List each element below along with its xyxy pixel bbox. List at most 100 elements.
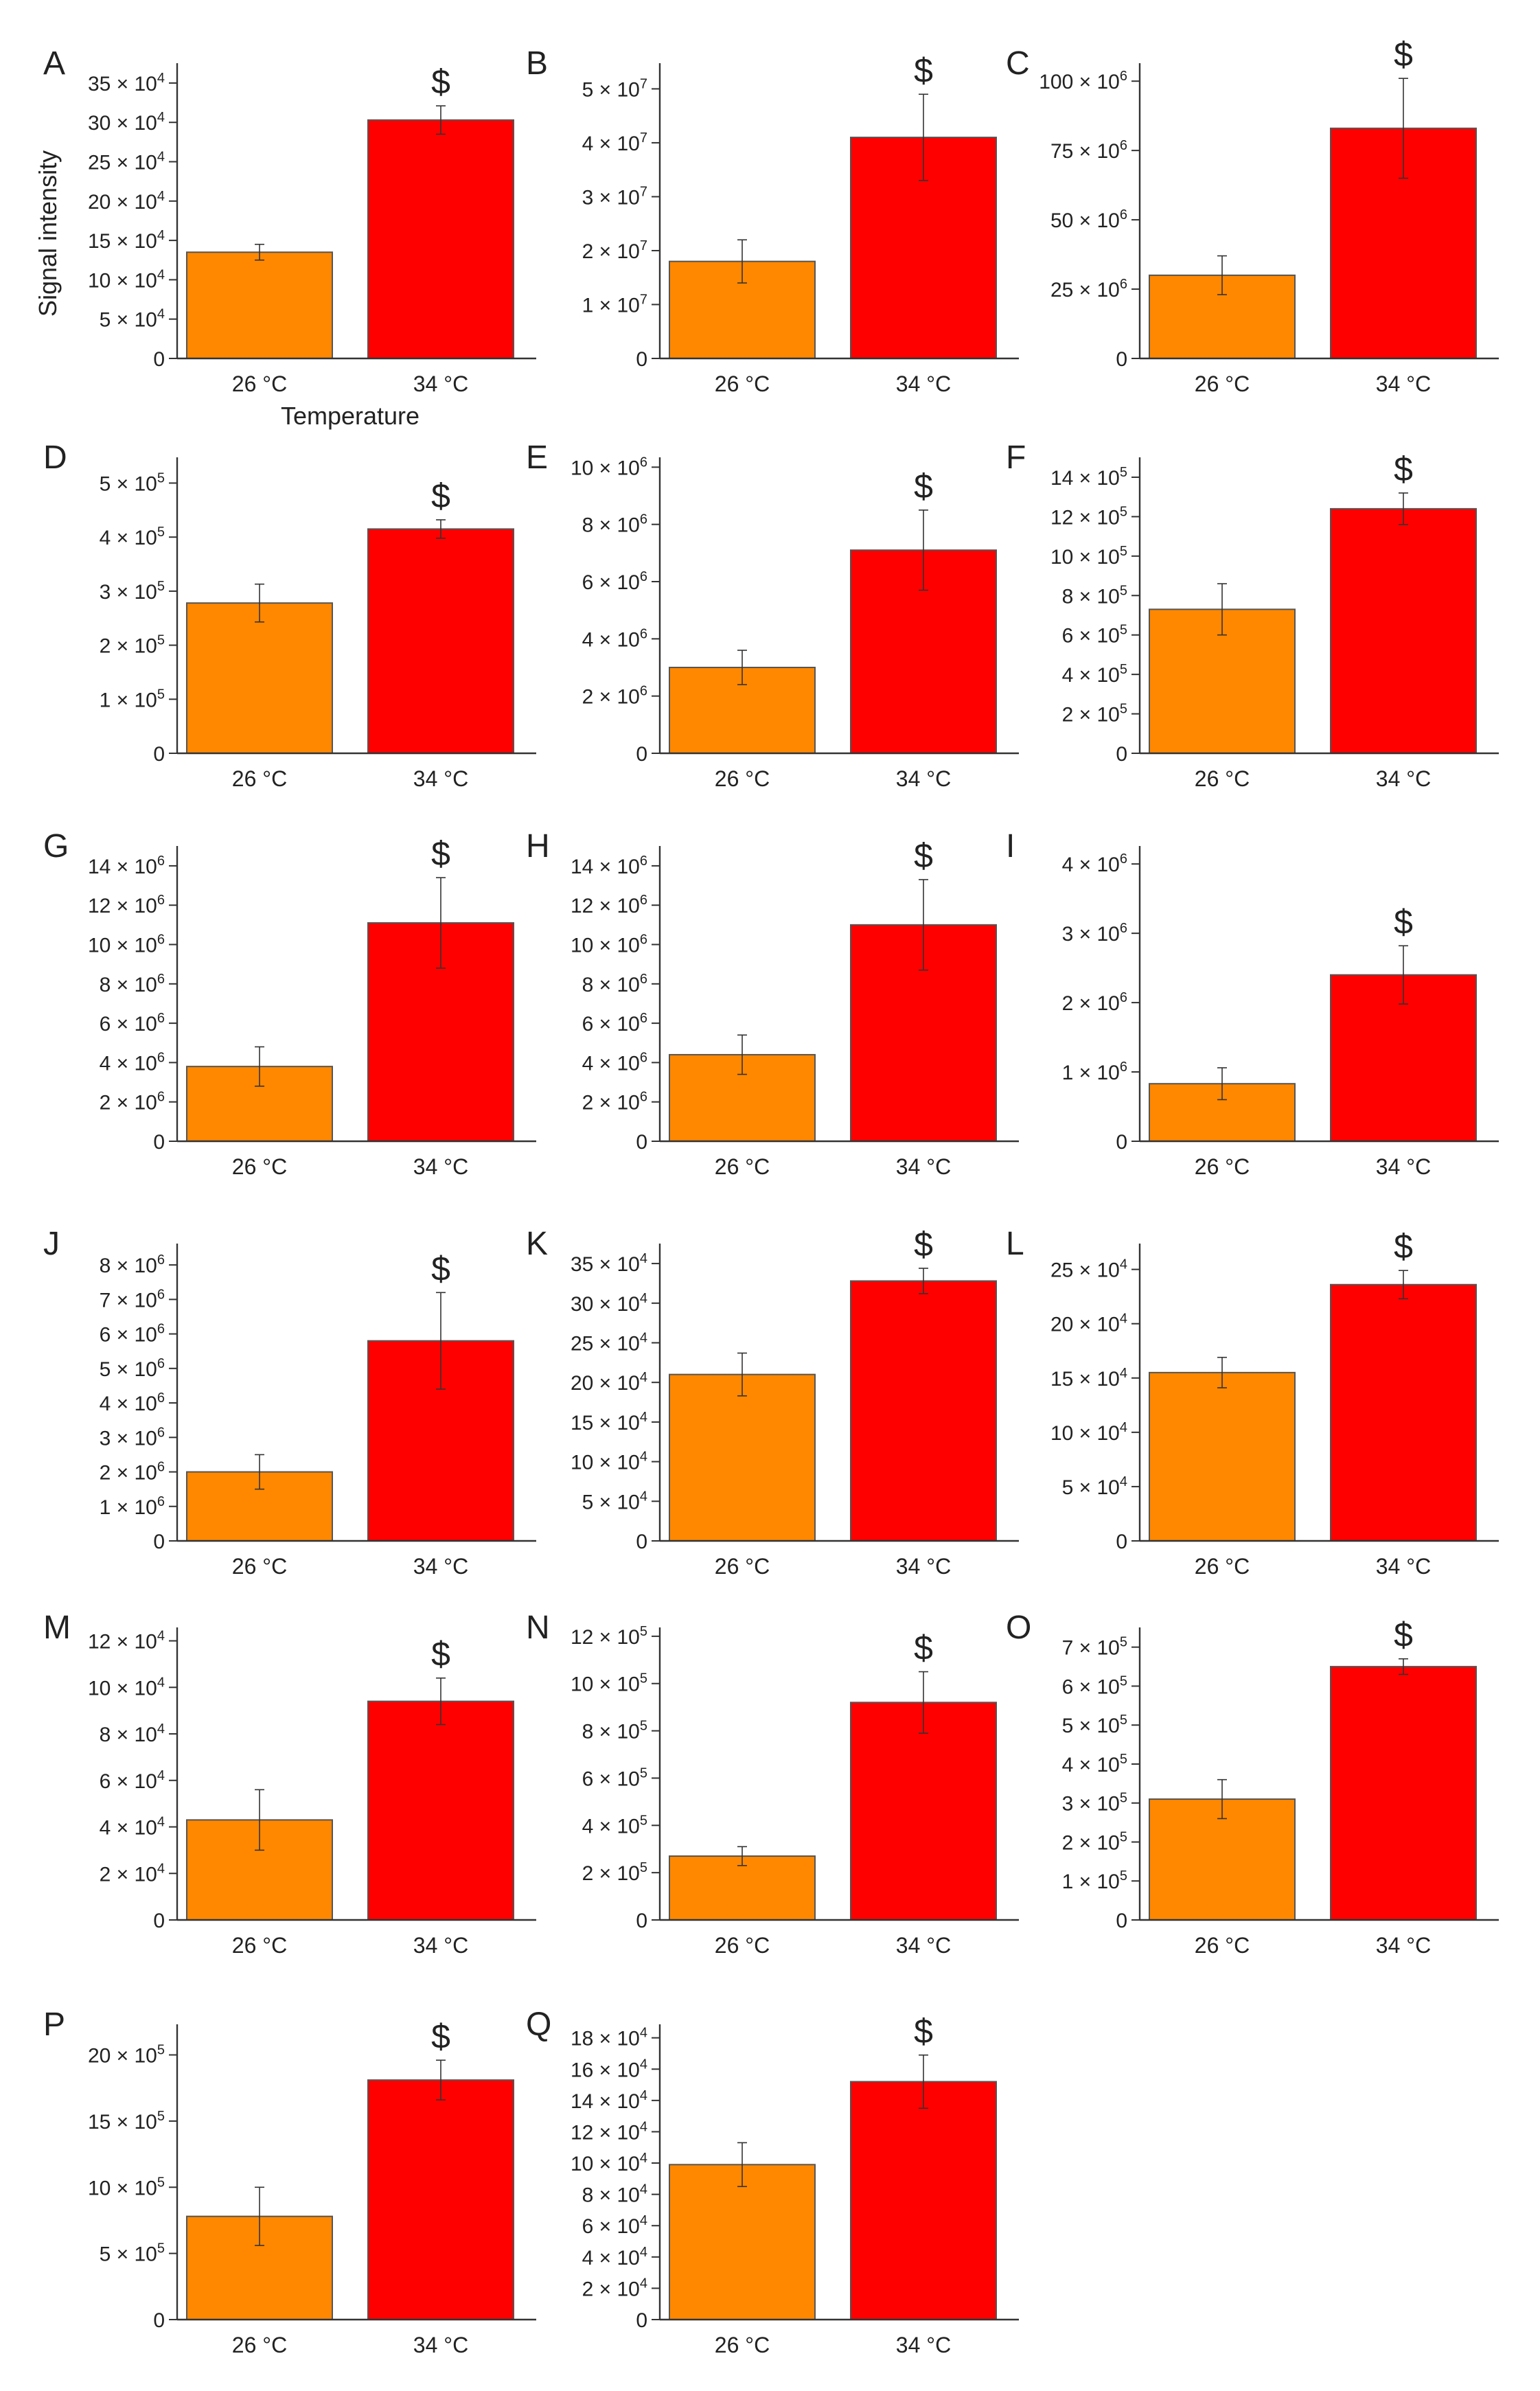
y-tick-label-O-5: 5 × 105 bbox=[1062, 1713, 1127, 1737]
y-tick-label-O-3: 3 × 105 bbox=[1062, 1791, 1127, 1816]
y-tick-label-E-2: 2 × 106 bbox=[582, 684, 647, 709]
panel-label-G: G bbox=[43, 828, 69, 865]
y-tick-label-Q-14: 14 × 104 bbox=[571, 2088, 647, 2113]
y-tick-label-P-0: 0 bbox=[153, 2309, 165, 2332]
y-tick-label-I-0: 0 bbox=[1116, 1131, 1127, 1154]
y-tick-label-L-0: 0 bbox=[1116, 1531, 1127, 1553]
significance-marker-M: $ bbox=[431, 1635, 450, 1673]
y-tick-label-Q-8: 8 × 104 bbox=[582, 2182, 647, 2207]
y-tick-label-Q-6: 6 × 104 bbox=[582, 2213, 647, 2238]
y-tick-label-J-8: 8 × 106 bbox=[100, 1252, 165, 1277]
y-tick-label-M-4: 4 × 104 bbox=[100, 1815, 165, 1840]
significance-marker-H: $ bbox=[914, 836, 933, 875]
y-tick-label-B-1: 1 × 107 bbox=[582, 292, 647, 317]
category-label-E-34c: 34 °C bbox=[896, 766, 951, 791]
y-tick-label-I-3: 3 × 106 bbox=[1062, 921, 1127, 946]
significance-marker-C: $ bbox=[1394, 35, 1413, 73]
y-tick-label-Q-12: 12 × 104 bbox=[571, 2119, 647, 2144]
y-tick-label-H-6: 6 × 106 bbox=[582, 1011, 647, 1036]
y-tick-label-G-12: 12 × 106 bbox=[88, 893, 165, 917]
y-tick-label-F-8: 8 × 105 bbox=[1062, 583, 1127, 608]
y-tick-label-G-8: 8 × 106 bbox=[100, 972, 165, 996]
category-label-N-34c: 34 °C bbox=[896, 1933, 951, 1958]
y-tick-label-J-6: 6 × 106 bbox=[100, 1322, 165, 1347]
significance-marker-J: $ bbox=[431, 1249, 450, 1288]
bar-K-26c bbox=[669, 1373, 816, 1542]
y-tick-label-N-10: 10 × 105 bbox=[571, 1671, 647, 1696]
significance-marker-I: $ bbox=[1394, 902, 1413, 941]
y-tick-label-P-5: 5 × 105 bbox=[100, 2241, 165, 2266]
y-tick-label-F-10: 10 × 105 bbox=[1050, 544, 1127, 569]
panel-H: H 26 °C 34 °C $0 2 × 106 4 × 106 6 × 106 8 × 10… bbox=[526, 828, 1019, 1179]
y-tick-label-K-10: 10 × 104 bbox=[571, 1450, 647, 1474]
y-tick-label-O-2: 2 × 105 bbox=[1062, 1829, 1127, 1854]
y-tick-label-O-7: 7 × 105 bbox=[1062, 1635, 1127, 1660]
y-tick-label-K-30: 30 × 104 bbox=[571, 1291, 647, 1316]
category-label-O-26c: 26 °C bbox=[1195, 1933, 1250, 1958]
y-tick-label-M-6: 6 × 104 bbox=[100, 1768, 165, 1793]
y-tick-label-F-12: 12 × 105 bbox=[1050, 504, 1127, 529]
y-tick-label-H-0: 0 bbox=[636, 1131, 647, 1154]
panel-label-N: N bbox=[526, 1610, 550, 1646]
y-tick-label-A-0: 0 bbox=[153, 348, 165, 371]
y-tick-label-F-2: 2 × 105 bbox=[1062, 702, 1127, 727]
y-tick-label-O-6: 6 × 105 bbox=[1062, 1673, 1127, 1698]
bar-F-34c bbox=[1330, 507, 1477, 755]
y-tick-label-K-15: 15 × 104 bbox=[571, 1410, 647, 1434]
category-label-K-26c: 26 °C bbox=[715, 1554, 770, 1579]
y-tick-label-A-15: 15 × 104 bbox=[88, 228, 165, 253]
panel-label-Q: Q bbox=[526, 2006, 551, 2043]
y-tick-label-M-12: 12 × 104 bbox=[88, 1629, 165, 1654]
bar-M-34c bbox=[367, 1700, 514, 1921]
category-label-A-26c: 26 °C bbox=[232, 371, 287, 396]
y-tick-label-E-4: 4 × 106 bbox=[582, 626, 647, 651]
y-tick-label-J-7: 7 × 106 bbox=[100, 1287, 165, 1312]
category-label-B-26c: 26 °C bbox=[715, 371, 770, 396]
category-label-J-26c: 26 °C bbox=[232, 1554, 287, 1579]
y-tick-label-Q-18: 18 × 104 bbox=[571, 2026, 647, 2050]
y-tick-label-C-25: 25 × 106 bbox=[1050, 277, 1127, 301]
panel-label-M: M bbox=[43, 1610, 71, 1646]
y-tick-label-E-8: 8 × 106 bbox=[582, 512, 647, 537]
y-tick-label-E-6: 6 × 106 bbox=[582, 569, 647, 594]
y-tick-label-K-35: 35 × 104 bbox=[571, 1251, 647, 1276]
bar-Q-34c bbox=[850, 2081, 997, 2320]
y-tick-label-A-10: 10 × 104 bbox=[88, 267, 165, 292]
category-label-H-34c: 34 °C bbox=[896, 1154, 951, 1179]
y-tick-label-H-2: 2 × 106 bbox=[582, 1090, 647, 1114]
y-tick-label-C-0: 0 bbox=[1116, 348, 1127, 371]
y-tick-label-M-10: 10 × 104 bbox=[88, 1675, 165, 1700]
panel-M: M 26 °C 34 °C $0 2 × 104 4 × 104 6 × 104 8 × 10… bbox=[43, 1610, 536, 1958]
panel-Q: Q 26 °C 34 °C $0 2 × 104 4 × 104 6 × 104 8 × 10… bbox=[526, 2006, 1019, 2357]
panel-label-O: O bbox=[1006, 1610, 1031, 1646]
bar-O-34c bbox=[1330, 1666, 1477, 1921]
y-tick-label-Q-4: 4 × 104 bbox=[582, 2245, 647, 2269]
y-tick-label-G-14: 14 × 106 bbox=[88, 854, 165, 878]
category-label-M-26c: 26 °C bbox=[232, 1933, 287, 1958]
category-label-K-34c: 34 °C bbox=[896, 1554, 951, 1579]
y-tick-label-A-5: 5 × 104 bbox=[100, 307, 165, 332]
category-label-N-26c: 26 °C bbox=[715, 1933, 770, 1958]
y-tick-label-A-20: 20 × 104 bbox=[88, 189, 165, 214]
y-tick-label-L-10: 10 × 104 bbox=[1050, 1420, 1127, 1445]
category-label-D-26c: 26 °C bbox=[232, 766, 287, 791]
panel-P: P 26 °C 34 °C $0 5 × 105 10 × 105 15 × 105 20 ×… bbox=[43, 2006, 536, 2357]
y-tick-label-N-8: 8 × 105 bbox=[582, 1719, 647, 1743]
category-label-O-34c: 34 °C bbox=[1376, 1933, 1431, 1958]
significance-marker-K: $ bbox=[914, 1225, 933, 1263]
panel-B: B 26 °C 34 °C $0 1 × 107 2 × 107 3 × 107 4 × 10… bbox=[526, 45, 1019, 396]
y-tick-label-J-1: 1 × 106 bbox=[100, 1494, 165, 1519]
panel-L: L 26 °C 34 °C $0 5 × 104 10 × 104 15 × 104 20 ×… bbox=[1006, 1226, 1499, 1579]
y-tick-label-D-4: 4 × 105 bbox=[100, 525, 165, 549]
category-label-G-26c: 26 °C bbox=[232, 1154, 287, 1179]
y-tick-label-Q-0: 0 bbox=[636, 2309, 647, 2332]
bar-A-26c bbox=[186, 251, 333, 359]
y-tick-label-F-0: 0 bbox=[1116, 743, 1127, 766]
y-tick-label-M-8: 8 × 104 bbox=[100, 1721, 165, 1746]
y-tick-label-B-3: 3 × 107 bbox=[582, 184, 647, 209]
y-tick-label-F-14: 14 × 105 bbox=[1050, 465, 1127, 490]
panel-label-E: E bbox=[526, 439, 548, 476]
y-tick-label-G-2: 2 × 106 bbox=[100, 1090, 165, 1114]
panel-label-F: F bbox=[1006, 439, 1026, 476]
y-tick-label-L-5: 5 × 104 bbox=[1062, 1474, 1127, 1499]
